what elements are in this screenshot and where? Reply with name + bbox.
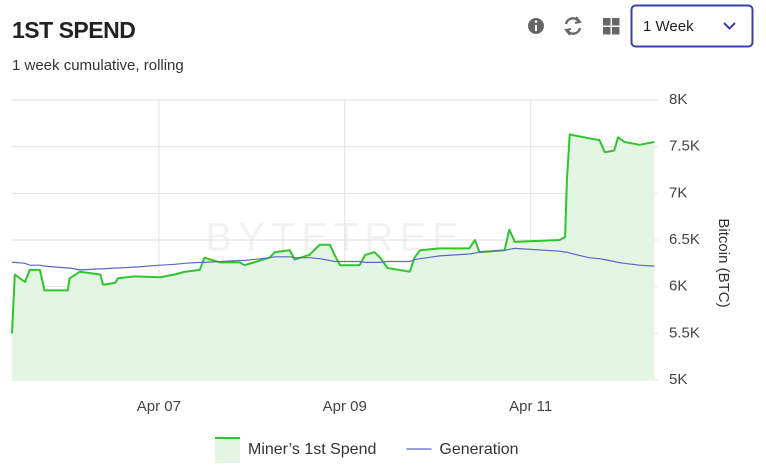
y-tick-label: 7.5K	[669, 138, 700, 155]
range-dropdown[interactable]: 1 Week	[630, 4, 754, 48]
legend-swatch	[215, 437, 240, 463]
x-tick-label: Apr 07	[137, 398, 181, 415]
series-line	[11, 133, 655, 334]
y-tick-label: 8K	[669, 91, 687, 108]
area-fill	[12, 134, 655, 380]
subtitle: 1 week cumulative, rolling	[12, 57, 184, 74]
x-tick-label: Apr 09	[323, 398, 367, 415]
legend-label[interactable]: Generation	[439, 441, 518, 458]
y-axis-title: Bitcoin (BTC)	[715, 218, 732, 307]
layout-icon[interactable]	[603, 18, 620, 35]
dropdown-value: 1 Week	[643, 18, 694, 35]
y-tick-label: 6.5K	[669, 231, 700, 248]
info-icon[interactable]	[528, 18, 544, 34]
series-line	[12, 247, 655, 271]
title: 1ST SPEND	[12, 17, 135, 43]
y-tick-label: 7K	[669, 184, 687, 201]
y-tick-label: 6K	[669, 278, 687, 295]
legend-label[interactable]: Miner’s 1st Spend	[248, 441, 376, 458]
y-tick-label: 5K	[669, 371, 687, 388]
refresh-icon[interactable]	[564, 16, 582, 36]
x-tick-label: Apr 11	[509, 398, 552, 415]
y-tick-label: 5.5K	[669, 324, 700, 341]
